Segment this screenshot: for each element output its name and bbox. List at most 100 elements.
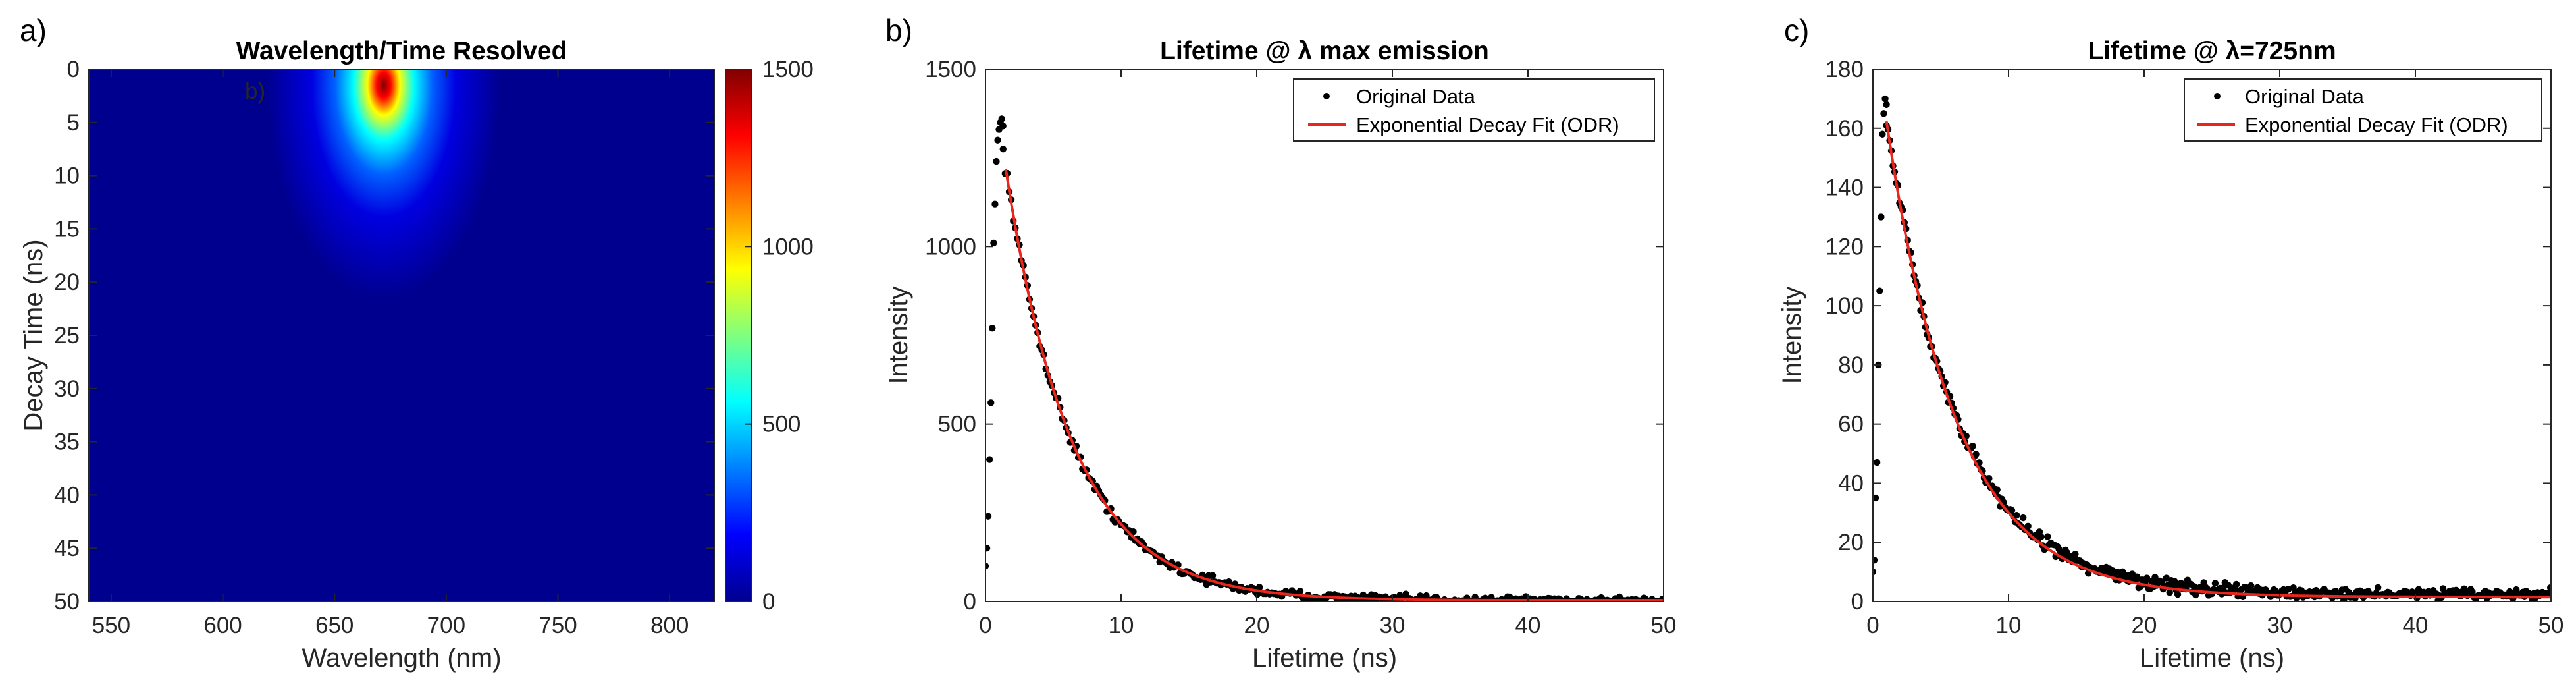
panel-b-data-point (1296, 587, 1304, 595)
panel-c-data-point (2166, 589, 2173, 596)
panel-c-ytick-label: 100 (1826, 293, 1864, 319)
panel-c-data-point (1873, 568, 1877, 576)
panel-c-data-point (1969, 442, 1976, 450)
panel-c-data-point (1873, 556, 1878, 564)
panel-c-data-point (2546, 584, 2551, 592)
panel-b-data-point (993, 157, 1000, 165)
panel-c-data-point (2072, 550, 2079, 558)
panel-c-data-point (2469, 588, 2476, 596)
panel-a-ytick-label: 40 (54, 482, 80, 508)
panel-c-legend-fit: Exponential Decay Fit (ODR) (2245, 113, 2508, 136)
panel-a-xtick-label: 650 (315, 613, 354, 638)
panel-c-data-point (2374, 584, 2382, 592)
panel-c-data-point (1985, 474, 1993, 482)
panel-c-data-point (1881, 95, 1889, 103)
panel-c-legend-box (2184, 78, 2542, 142)
panel-b-series (986, 115, 1664, 601)
panel-a-ytick-label: 25 (54, 323, 80, 348)
panel-c-fit-line (1885, 121, 2551, 599)
panel-b-legend-marker-points (1323, 93, 1330, 99)
panel-b-data-point (998, 115, 1005, 123)
panel-b-xtick-label: 20 (1244, 613, 1270, 638)
panel-c-plot-area (1873, 69, 2551, 601)
panel-c-legend-original: Original Data (2245, 85, 2365, 108)
heatmap-inset-annotation: b) (245, 78, 265, 104)
panel-c-label: c) (1784, 13, 1809, 47)
panel-a-ytick-label: 10 (54, 163, 80, 189)
colorbar-tick-label: 1000 (762, 234, 814, 260)
panel-b-data-point (1255, 584, 1263, 591)
panel-b-data-point (999, 122, 1007, 130)
panel-b-data-point (986, 562, 989, 570)
heatmap-emission-peak (89, 69, 714, 601)
panel-c-data-point (2024, 522, 2032, 530)
panel-c-data-point (2174, 590, 2182, 598)
panel-b-data-point (1209, 572, 1217, 580)
panel-a-xtick-label: 800 (650, 613, 689, 638)
panel-b-legend: Original Data Exponential Decay Fit (ODR… (1293, 78, 1655, 142)
panel-c-frame (1872, 69, 2552, 602)
panel-c-ytick-label: 60 (1838, 412, 1864, 437)
panel-a-xtick-label: 750 (539, 613, 577, 638)
panel-c-data-point (2037, 533, 2045, 541)
heatmap: b) (89, 69, 714, 601)
panel-c: c) Lifetime @ λ=725nm 0 10 20 30 40 50 0 20 40 6… (1777, 13, 2563, 673)
panel-a-title: Wavelength/Time Resolved (236, 37, 567, 65)
panel-b-data-point (986, 545, 991, 552)
panel-c-ytick-label: 120 (1826, 234, 1864, 260)
panel-c-data-point (1880, 110, 1887, 117)
panel-c-y-axis: 0 20 40 60 80 100 120 140 160 180 (1826, 57, 2551, 615)
panel-c-xtick-label: 0 (1866, 613, 1879, 638)
panel-b-data-point (987, 399, 995, 406)
panel-c-data-point (2044, 533, 2051, 540)
panel-c-ytick-label: 140 (1826, 175, 1864, 201)
panel-a-ytick-label: 15 (54, 216, 80, 242)
panel-c-data-point (1883, 101, 1890, 109)
panel-b-data-point (1130, 528, 1137, 536)
panel-a-ytick-label: 35 (54, 430, 80, 455)
panel-b-xtick-label: 30 (1380, 613, 1406, 638)
panel-b-ytick-label: 500 (938, 412, 976, 437)
panel-c-data-point (1972, 451, 1980, 458)
panel-c-xtick-label: 30 (2267, 613, 2293, 638)
panel-c-data-point (1876, 287, 1883, 294)
panel-b-legend-original: Original Data (1356, 85, 1476, 108)
panel-b-x-axis: 0 10 20 30 40 50 (979, 69, 1676, 638)
panel-c-title: Lifetime @ λ=725nm (2088, 37, 2336, 65)
panel-a-ytick-label: 0 (67, 57, 80, 82)
panel-c-ytick-label: 20 (1838, 530, 1864, 555)
panel-c-data-point (2013, 512, 2020, 519)
panel-b-data-point (986, 456, 993, 463)
panel-b-ytick-label: 1500 (925, 57, 976, 82)
panel-c-data-point (2211, 580, 2219, 587)
panel-b-fit-line (1004, 169, 1664, 601)
panel-b-label: b) (885, 13, 912, 47)
panel-c-ylabel: Intensity (1777, 287, 1806, 385)
panel-c-ytick-label: 80 (1838, 352, 1864, 378)
panel-c-data-point (2008, 507, 2016, 514)
panel-b-y-axis: 0 500 1000 1500 (925, 57, 1664, 615)
panel-c-ytick-label: 0 (1851, 589, 1864, 615)
panel-b-ylabel: Intensity (884, 287, 913, 385)
panel-c-data-point (2247, 582, 2255, 590)
panel-c-data-point (1873, 459, 1881, 466)
panel-b-data-point (986, 513, 992, 520)
panel-b: b) Lifetime @ λ max emission 0 10 20 30 40 50… (884, 13, 1676, 673)
panel-c-data-point (2232, 580, 2240, 588)
panel-b-ytick-label: 0 (964, 589, 976, 615)
panel-b-legend-fit: Exponential Decay Fit (ODR) (1356, 113, 1619, 136)
panel-c-legend: Original Data Exponential Decay Fit (ODR… (2184, 78, 2542, 142)
panel-a-xtick-label: 600 (203, 613, 242, 638)
panel-b-xtick-label: 50 (1651, 613, 1677, 638)
panel-a-xtick-label: 700 (427, 613, 465, 638)
panel-a-ytick-label: 30 (54, 376, 80, 402)
panel-c-xtick-label: 40 (2403, 613, 2429, 638)
panel-c-data-point (2020, 514, 2027, 522)
panel-c-data-point (1993, 486, 2001, 493)
panel-a-xlabel: Wavelength (nm) (302, 644, 501, 673)
panel-b-data-point (999, 145, 1007, 153)
panel-a-label: a) (20, 13, 47, 47)
panel-a-ytick-label: 5 (67, 110, 80, 136)
panel-b-data-point (991, 200, 999, 208)
